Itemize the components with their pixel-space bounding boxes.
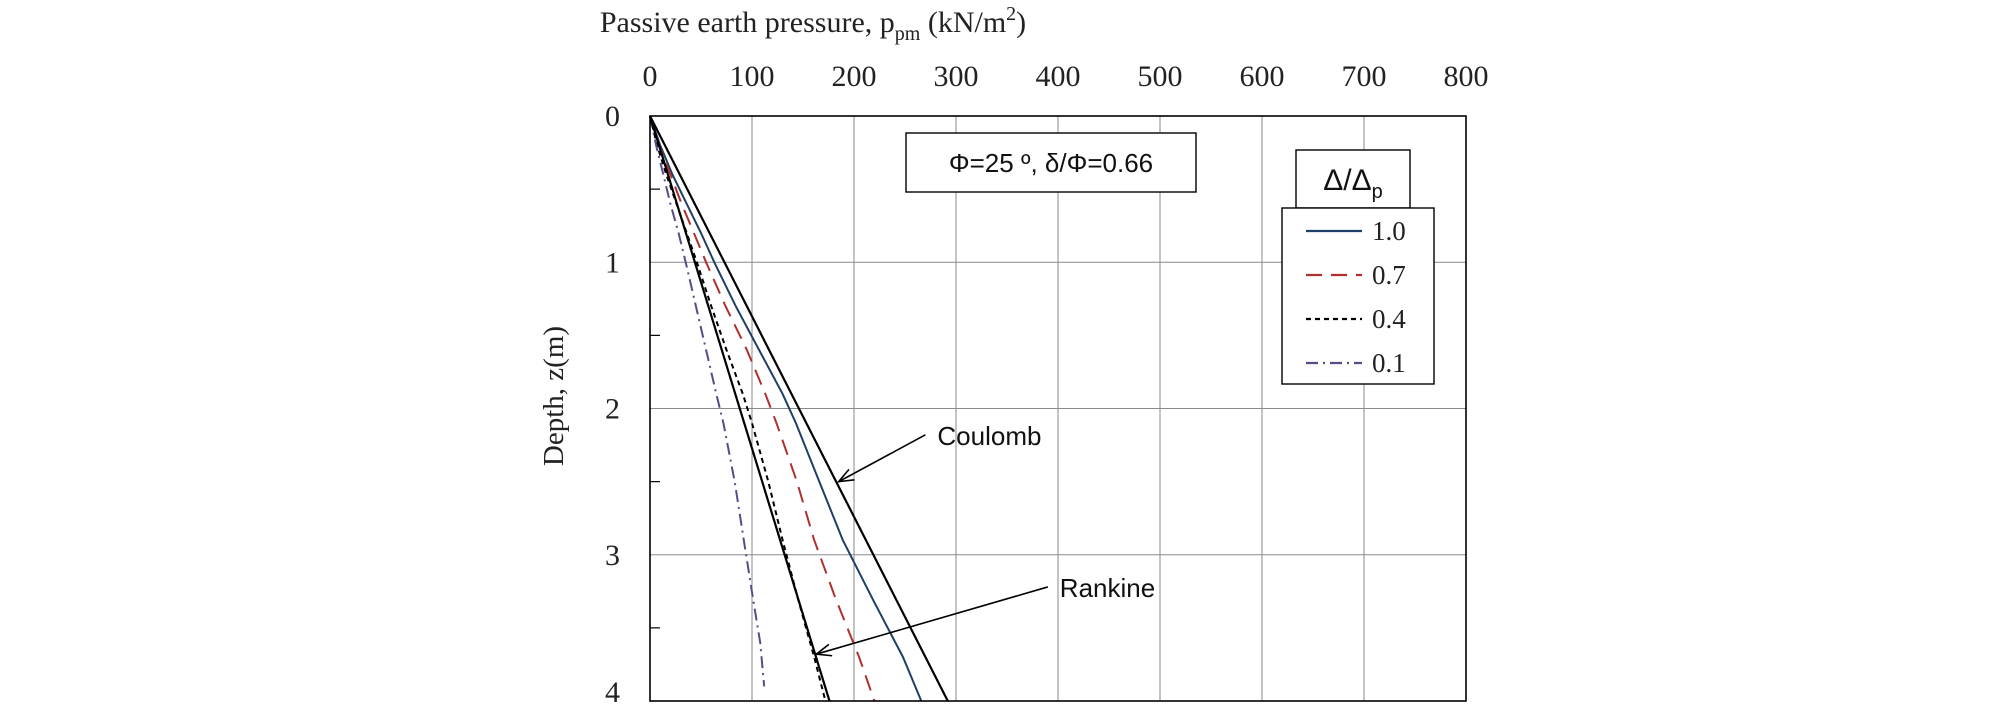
x-tick-label-300: 300 xyxy=(934,60,979,93)
legend-entries: 1.0 0.7 0.4 0.1 xyxy=(1306,216,1406,378)
y-tick-label-4: 4 xyxy=(605,676,620,705)
legend-label-0.4: 0.4 xyxy=(1372,304,1406,334)
legend-title: Δ/Δp xyxy=(1323,164,1383,203)
parameter-box: Φ=25 º, δ/Φ=0.66 xyxy=(905,132,1197,193)
legend: Δ/Δp 1.0 0.7 0.4 0.1 xyxy=(1281,149,1435,385)
y-tick-label-2: 2 xyxy=(605,393,620,426)
x-tick-label-500: 500 xyxy=(1138,60,1183,93)
x-axis-title-subscript: pm xyxy=(895,23,921,45)
x-tick-label-0: 0 xyxy=(643,60,658,93)
plot-frame xyxy=(649,115,1467,702)
legend-title-box xyxy=(1295,149,1411,209)
tick-labels: 0 100 200 300 400 500 600 700 800 0 1 2 3 4 xyxy=(605,60,1489,705)
x-tick-label-100: 100 xyxy=(730,60,775,93)
annotations: Coulomb Rankine xyxy=(814,421,1155,657)
y-axis-title: Depth, z(m) xyxy=(538,326,570,466)
x-tick-label-700: 700 xyxy=(1342,60,1387,93)
legend-title-subscript: p xyxy=(1372,181,1383,203)
parameter-box-border xyxy=(905,132,1197,193)
legend-title-main: Δ/Δ xyxy=(1323,164,1371,197)
x-tick-label-600: 600 xyxy=(1240,60,1285,93)
x-axis-title-unit: (kN/m xyxy=(920,6,1006,39)
annotation-arrow-rankine xyxy=(816,586,1049,655)
annotation-arrow-coulomb xyxy=(838,434,926,483)
legend-box xyxy=(1281,207,1435,385)
x-tick-label-800: 800 xyxy=(1444,60,1489,93)
y-tick-label-3: 3 xyxy=(605,539,620,572)
annotation-arrowhead-rankine xyxy=(814,643,833,657)
legend-label-1.0: 1.0 xyxy=(1372,216,1406,246)
series-line-rankine xyxy=(648,115,831,702)
annotation-label-rankine: Rankine xyxy=(1060,573,1155,603)
series-line-coulomb xyxy=(649,115,949,702)
series-line-0-1 xyxy=(649,115,766,687)
series-line-0-4 xyxy=(649,115,827,702)
x-tick-label-200: 200 xyxy=(832,60,877,93)
x-tick-label-400: 400 xyxy=(1036,60,1081,93)
annotation-label-coulomb: Coulomb xyxy=(937,421,1041,451)
annotation-arrowhead-coulomb xyxy=(836,468,855,483)
series-line-0-7 xyxy=(649,115,876,702)
y-tick-label-0: 0 xyxy=(605,100,620,133)
series-layer xyxy=(648,115,949,702)
x-axis-title-unit-close: ) xyxy=(1016,6,1026,39)
parameter-box-text: Φ=25 º, δ/Φ=0.66 xyxy=(949,148,1153,178)
series-line-1-0 xyxy=(649,115,923,702)
y-tick-label-1: 1 xyxy=(605,246,620,279)
legend-label-0.7: 0.7 xyxy=(1372,260,1406,290)
x-axis-title-main: Passive earth pressure, p xyxy=(600,6,895,39)
x-axis-title-superscript: 2 xyxy=(1006,3,1016,25)
x-axis-title: Passive earth pressure, ppm (kN/m2) xyxy=(600,3,1026,45)
legend-label-0.1: 0.1 xyxy=(1372,348,1406,378)
